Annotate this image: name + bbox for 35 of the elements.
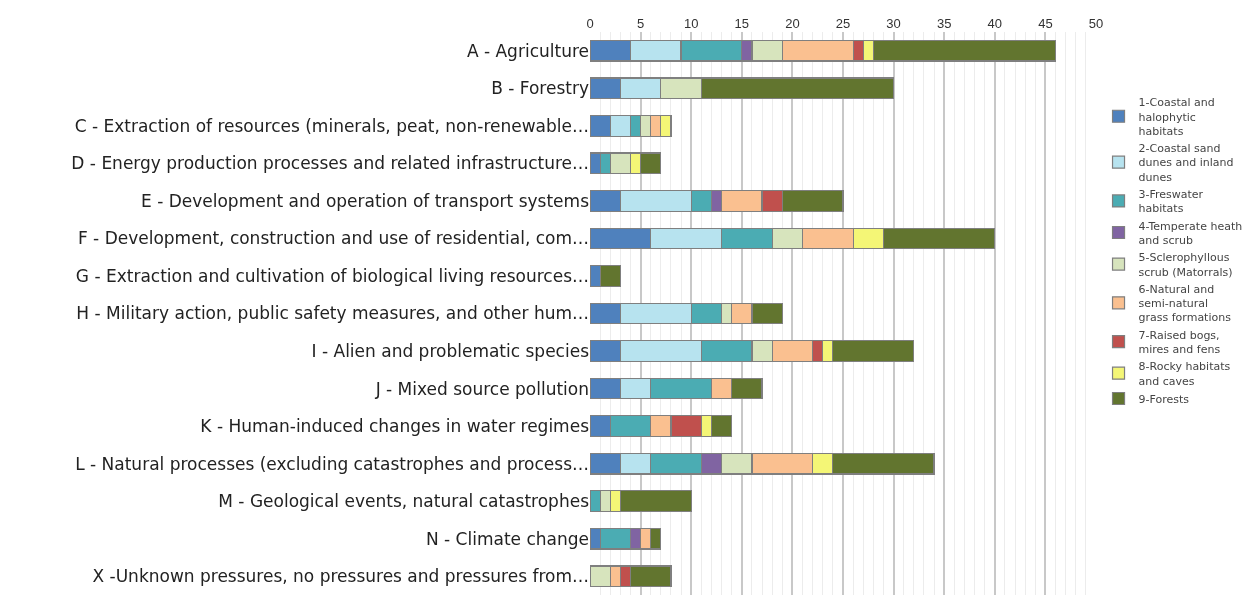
- x-tick-label: 35: [936, 16, 952, 32]
- x-tick-label: 5: [636, 16, 645, 32]
- y-tick-label: N - Climate change: [425, 528, 589, 549]
- y-tick-label: K - Human-induced changes in water regimes: [200, 416, 590, 437]
- y-tick-label: I - Alien and problematic species: [311, 340, 590, 361]
- legend-label: 5-Sclerophyllous scrub (Matorrals): [1138, 251, 1233, 279]
- x-tick-label: 0: [586, 16, 594, 32]
- y-tick-label: J - Mixed source pollution: [374, 378, 589, 399]
- y-tick-label: A - Agriculture: [466, 40, 589, 61]
- legend-label: 7-Raised bogs, mires and fens: [1138, 328, 1221, 357]
- y-tick-label: F - Development, construction and use of residential, com…: [77, 228, 589, 249]
- legend-label: 4-Temperate heath and scrub: [1138, 219, 1243, 247]
- legend-label: 2-Coastal sand dunes and inland dunes: [1138, 142, 1234, 184]
- y-tick-label: D - Energy production processes and related infrastructure…: [71, 153, 589, 174]
- y-tick-label: X -Unknown pressures, no pressures and pressures from…: [92, 566, 589, 587]
- legend-label: 3-Freswater habitats: [1138, 188, 1204, 216]
- x-tick-label: 50: [1088, 16, 1104, 32]
- legend-label: 8-Rocky habitats and caves: [1138, 360, 1231, 388]
- x-tick-label: 30: [886, 16, 901, 32]
- y-tick-label: B - Forestry: [491, 78, 589, 99]
- y-tick-label: E - Development and operation of transport systems: [140, 190, 590, 211]
- y-tick-label: L - Natural processes (excluding catastrophes and process…: [75, 453, 589, 474]
- x-tick-label: 10: [683, 16, 699, 32]
- y-tick-label: C - Extraction of resources (minerals, peat, non-renewable…: [74, 115, 589, 136]
- x-tick-label: 45: [1038, 16, 1053, 32]
- x-tick-label: 25: [835, 16, 851, 32]
- x-tick-label: 15: [734, 16, 750, 32]
- x-tick-label: 40: [987, 16, 1003, 32]
- legend-label: 9-Forests: [1138, 392, 1190, 406]
- legend-label: 1-Coastal and halophytic habitats: [1138, 96, 1215, 138]
- legend-label: 6-Natural and semi-natural grass formations: [1138, 282, 1232, 325]
- y-tick-label: M - Geological events, natural catastrophes: [218, 491, 590, 512]
- x-tick-label: 20: [785, 16, 800, 32]
- y-tick-label: H - Military action, public safety measures, and other hum…: [76, 303, 589, 324]
- y-tick-label: G - Extraction and cultivation of biological living resources…: [75, 265, 589, 286]
